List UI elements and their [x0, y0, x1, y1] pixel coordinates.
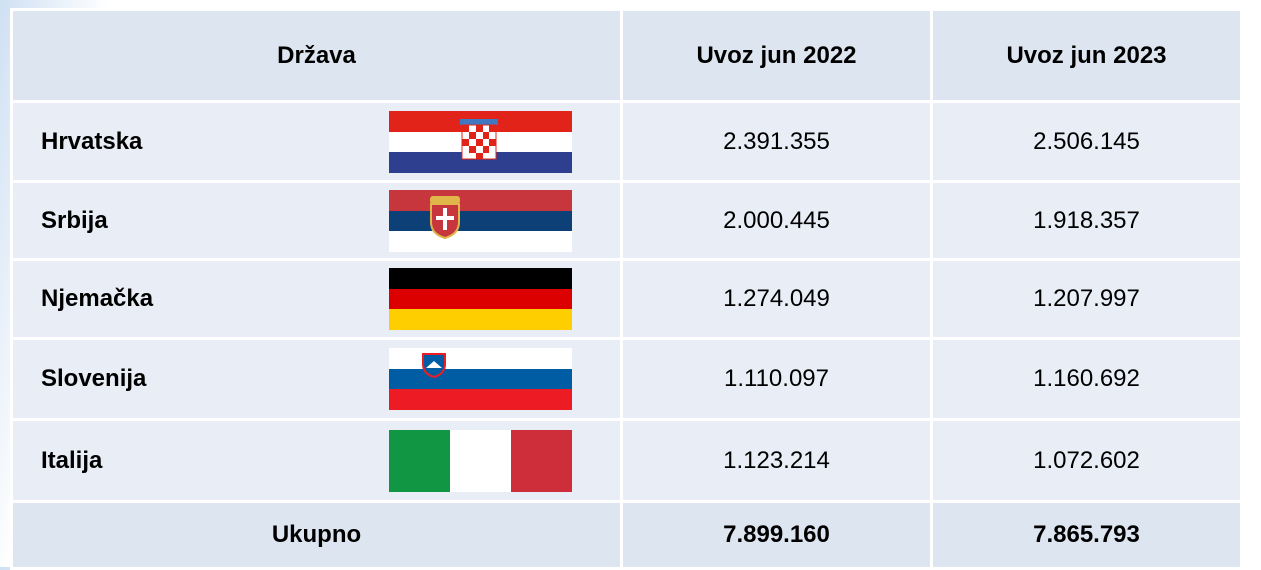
country-name: Njemačka — [41, 285, 154, 312]
total-label: Ukupno — [10, 500, 623, 570]
value-2023: 2.506.145 — [930, 100, 1243, 183]
country-name: Srbija — [41, 206, 108, 234]
flag-germany — [389, 268, 572, 330]
row: Slovenija 1.110.097 1.160.692 — [10, 337, 1243, 421]
row: Srbija 2.000.445 1.918.357 — [10, 180, 1243, 261]
value-2022: 2.391.355 — [620, 100, 933, 183]
total-2023: 7.865.793 — [930, 500, 1243, 570]
flag-slovenia — [389, 348, 572, 410]
country-name: Italija — [41, 446, 103, 474]
value-2023: 1.160.692 — [930, 337, 1243, 421]
country-cell: Slovenija — [10, 337, 623, 421]
value-2022: 2.000.445 — [620, 180, 933, 261]
total-row: Ukupno 7.899.160 7.865.793 — [10, 500, 1243, 570]
value-2023: 1.072.602 — [930, 418, 1243, 503]
row: Njemačka 1.274.049 1.207.997 — [10, 258, 1243, 340]
country-name: Hrvatska — [41, 127, 143, 155]
flag-italy — [389, 429, 572, 492]
import-table: Država Uvoz jun 2022 Uvoz jun 2023 Hrvat… — [10, 8, 1243, 570]
country-cell: Njemačka — [10, 258, 623, 340]
value-2022: 1.123.214 — [620, 418, 933, 503]
country-name: Slovenija — [41, 365, 147, 392]
row: Italija 1.123.214 1.072.602 — [10, 418, 1243, 503]
total-2022: 7.899.160 — [620, 500, 933, 570]
value-2023: 1.918.357 — [930, 180, 1243, 261]
value-2023: 1.207.997 — [930, 258, 1243, 340]
flag-serbia — [389, 189, 572, 252]
value-2022: 1.274.049 — [620, 258, 933, 340]
flag-croatia — [389, 110, 572, 173]
header-cell: Uvoz jun 2022 — [620, 8, 933, 103]
value-2022: 1.110.097 — [620, 337, 933, 421]
country-cell: Italija — [10, 418, 623, 503]
country-cell: Hrvatska — [10, 100, 623, 183]
header-row: Država Uvoz jun 2022 Uvoz jun 2023 — [10, 8, 1243, 103]
header-cell: Država — [10, 8, 623, 103]
header-cell: Uvoz jun 2023 — [930, 8, 1243, 103]
country-cell: Srbija — [10, 180, 623, 261]
row: Hrvatska 2.391.355 2.506.145 — [10, 100, 1243, 183]
